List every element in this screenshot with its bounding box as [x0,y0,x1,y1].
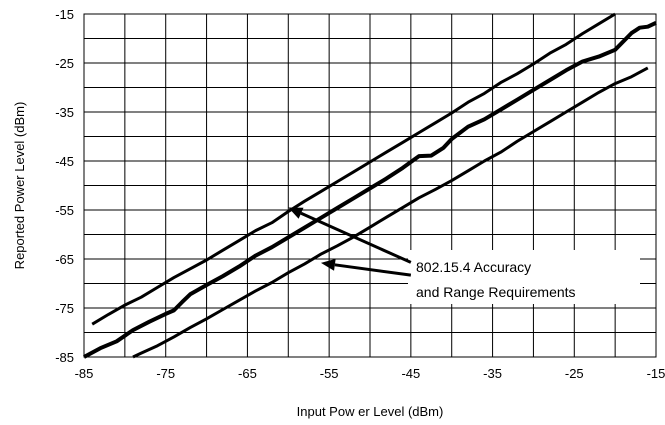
annotation-arrow-shaft [334,263,412,277]
annotation-box [408,250,640,304]
y-tick-label: -65 [55,252,74,267]
annotation-line-2: and Range Requirements [416,284,576,300]
plot-area-border [83,13,657,358]
x-axis-title: Input Pow er Level (dBm) [297,404,444,419]
annotation-arrow-head [288,207,304,219]
annotation-line-1: 802.15.4 Accuracy [416,259,531,275]
x-tick-label: -35 [483,366,502,381]
y-tick-label: -15 [55,7,74,22]
y-axis-title: Reported Power Level (dBm) [12,102,27,270]
y-tick-label: -35 [55,105,74,120]
y-tick-label: -45 [55,154,74,169]
annotation-arrow-head [320,258,336,271]
grid [84,14,656,357]
y-axis-tick-labels: -15 -25 -35 -45 -55 -65 -75 -85 [55,7,74,365]
series-upper-limit [91,12,616,326]
x-tick-label: -85 [75,366,94,381]
x-tick-label: -15 [647,366,665,381]
annotation: 802.15.4 Accuracy and Range Requirements [288,207,640,304]
x-tick-label: -75 [156,366,175,381]
y-tick-label: -85 [55,350,74,365]
x-tick-label: -25 [565,366,584,381]
x-tick-label: -65 [238,366,257,381]
y-tick-label: -55 [55,203,74,218]
y-tick-label: -25 [55,56,74,71]
y-tick-label: -75 [55,301,74,316]
x-tick-label: -45 [401,366,420,381]
series-lower-limit [132,66,649,359]
series-measured [83,20,657,359]
x-tick-label: -55 [320,366,339,381]
annotation-arrow-shaft [300,211,412,264]
x-axis-tick-labels: -85 -75 -65 -55 -45 -35 -25 -15 [75,366,665,381]
series-group [83,12,657,359]
